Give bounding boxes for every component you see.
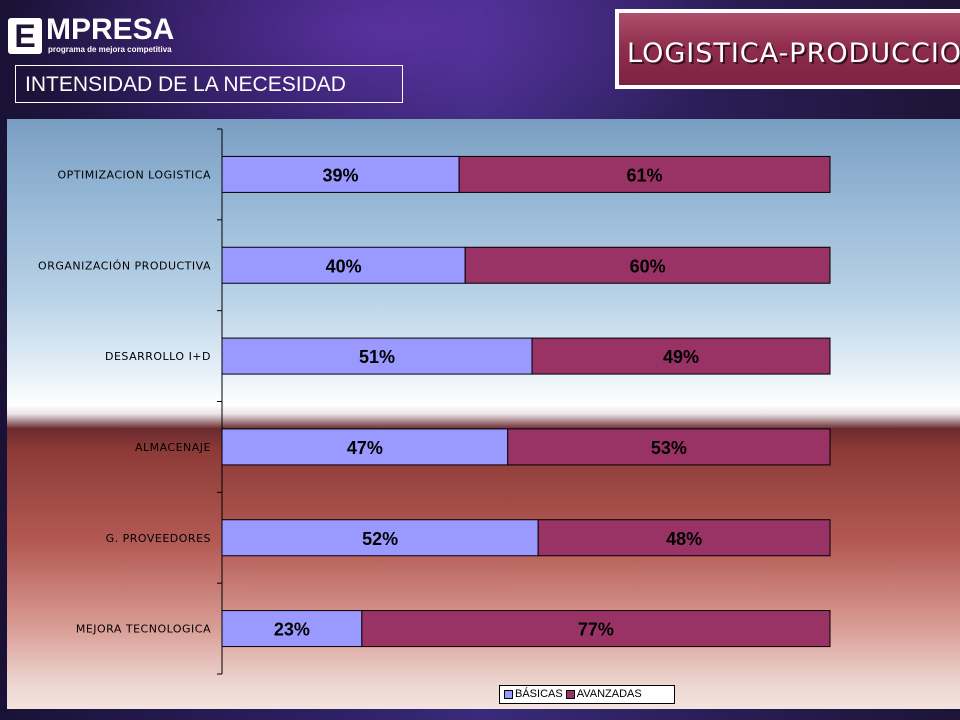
logo-word: MPRESA	[46, 13, 175, 46]
legend-label-basicas: BÁSICAS	[515, 688, 563, 700]
bar-avanzadas	[531, 337, 831, 375]
category-label: MEJORA TECNOLOGICA	[76, 623, 211, 636]
bar-avanzadas	[537, 519, 831, 557]
bar-avanzadas	[458, 155, 831, 193]
bar-avanzadas	[507, 428, 831, 466]
data-label: 23%	[274, 620, 310, 640]
data-label: 47%	[347, 438, 383, 458]
data-label: 61%	[627, 165, 663, 185]
section-title: INTENSIDAD DE LA NECESIDAD	[15, 65, 403, 103]
bar-avanzadas	[361, 610, 831, 648]
data-label: 77%	[578, 620, 614, 640]
empresa-logo: E MPRESA programa de mejora competitiva	[8, 13, 208, 60]
bar-basicas	[221, 246, 466, 284]
logo-letter: E	[8, 18, 42, 54]
bar-basicas	[221, 610, 363, 648]
data-label: 40%	[326, 256, 362, 276]
bar-avanzadas	[464, 246, 831, 284]
category-label: DESARROLLO I+D	[105, 350, 211, 363]
banner-title: LOGISTICA-PRODUCCION	[619, 13, 960, 85]
legend-swatch-avanzadas	[565, 690, 575, 699]
data-label: 39%	[323, 165, 359, 185]
bar-basicas	[221, 155, 460, 193]
chart-legend: BÁSICAS AVANZADAS	[499, 685, 675, 704]
bar-basicas	[221, 519, 539, 557]
data-label: 60%	[630, 256, 666, 276]
logo-tagline: programa de mejora competitiva	[48, 45, 172, 54]
legend-label-avanzadas: AVANZADAS	[576, 688, 642, 700]
data-label: 52%	[362, 529, 398, 549]
bar-basicas	[221, 337, 533, 375]
data-label: 49%	[663, 347, 699, 367]
bar-basicas	[221, 428, 509, 466]
data-label: 48%	[666, 529, 702, 549]
category-label: ORGANIZACIÓN PRODUCTIVA	[38, 259, 211, 272]
category-label: OPTIMIZACION LOGISTICA	[58, 168, 211, 181]
legend-swatch-basicas	[504, 690, 513, 699]
data-label: 51%	[359, 347, 395, 367]
data-label: 53%	[651, 438, 687, 458]
category-label: G. PROVEEDORES	[106, 532, 211, 545]
title-banner: LOGISTICA-PRODUCCION	[615, 9, 960, 89]
category-label: ALMACENAJE	[135, 441, 211, 454]
